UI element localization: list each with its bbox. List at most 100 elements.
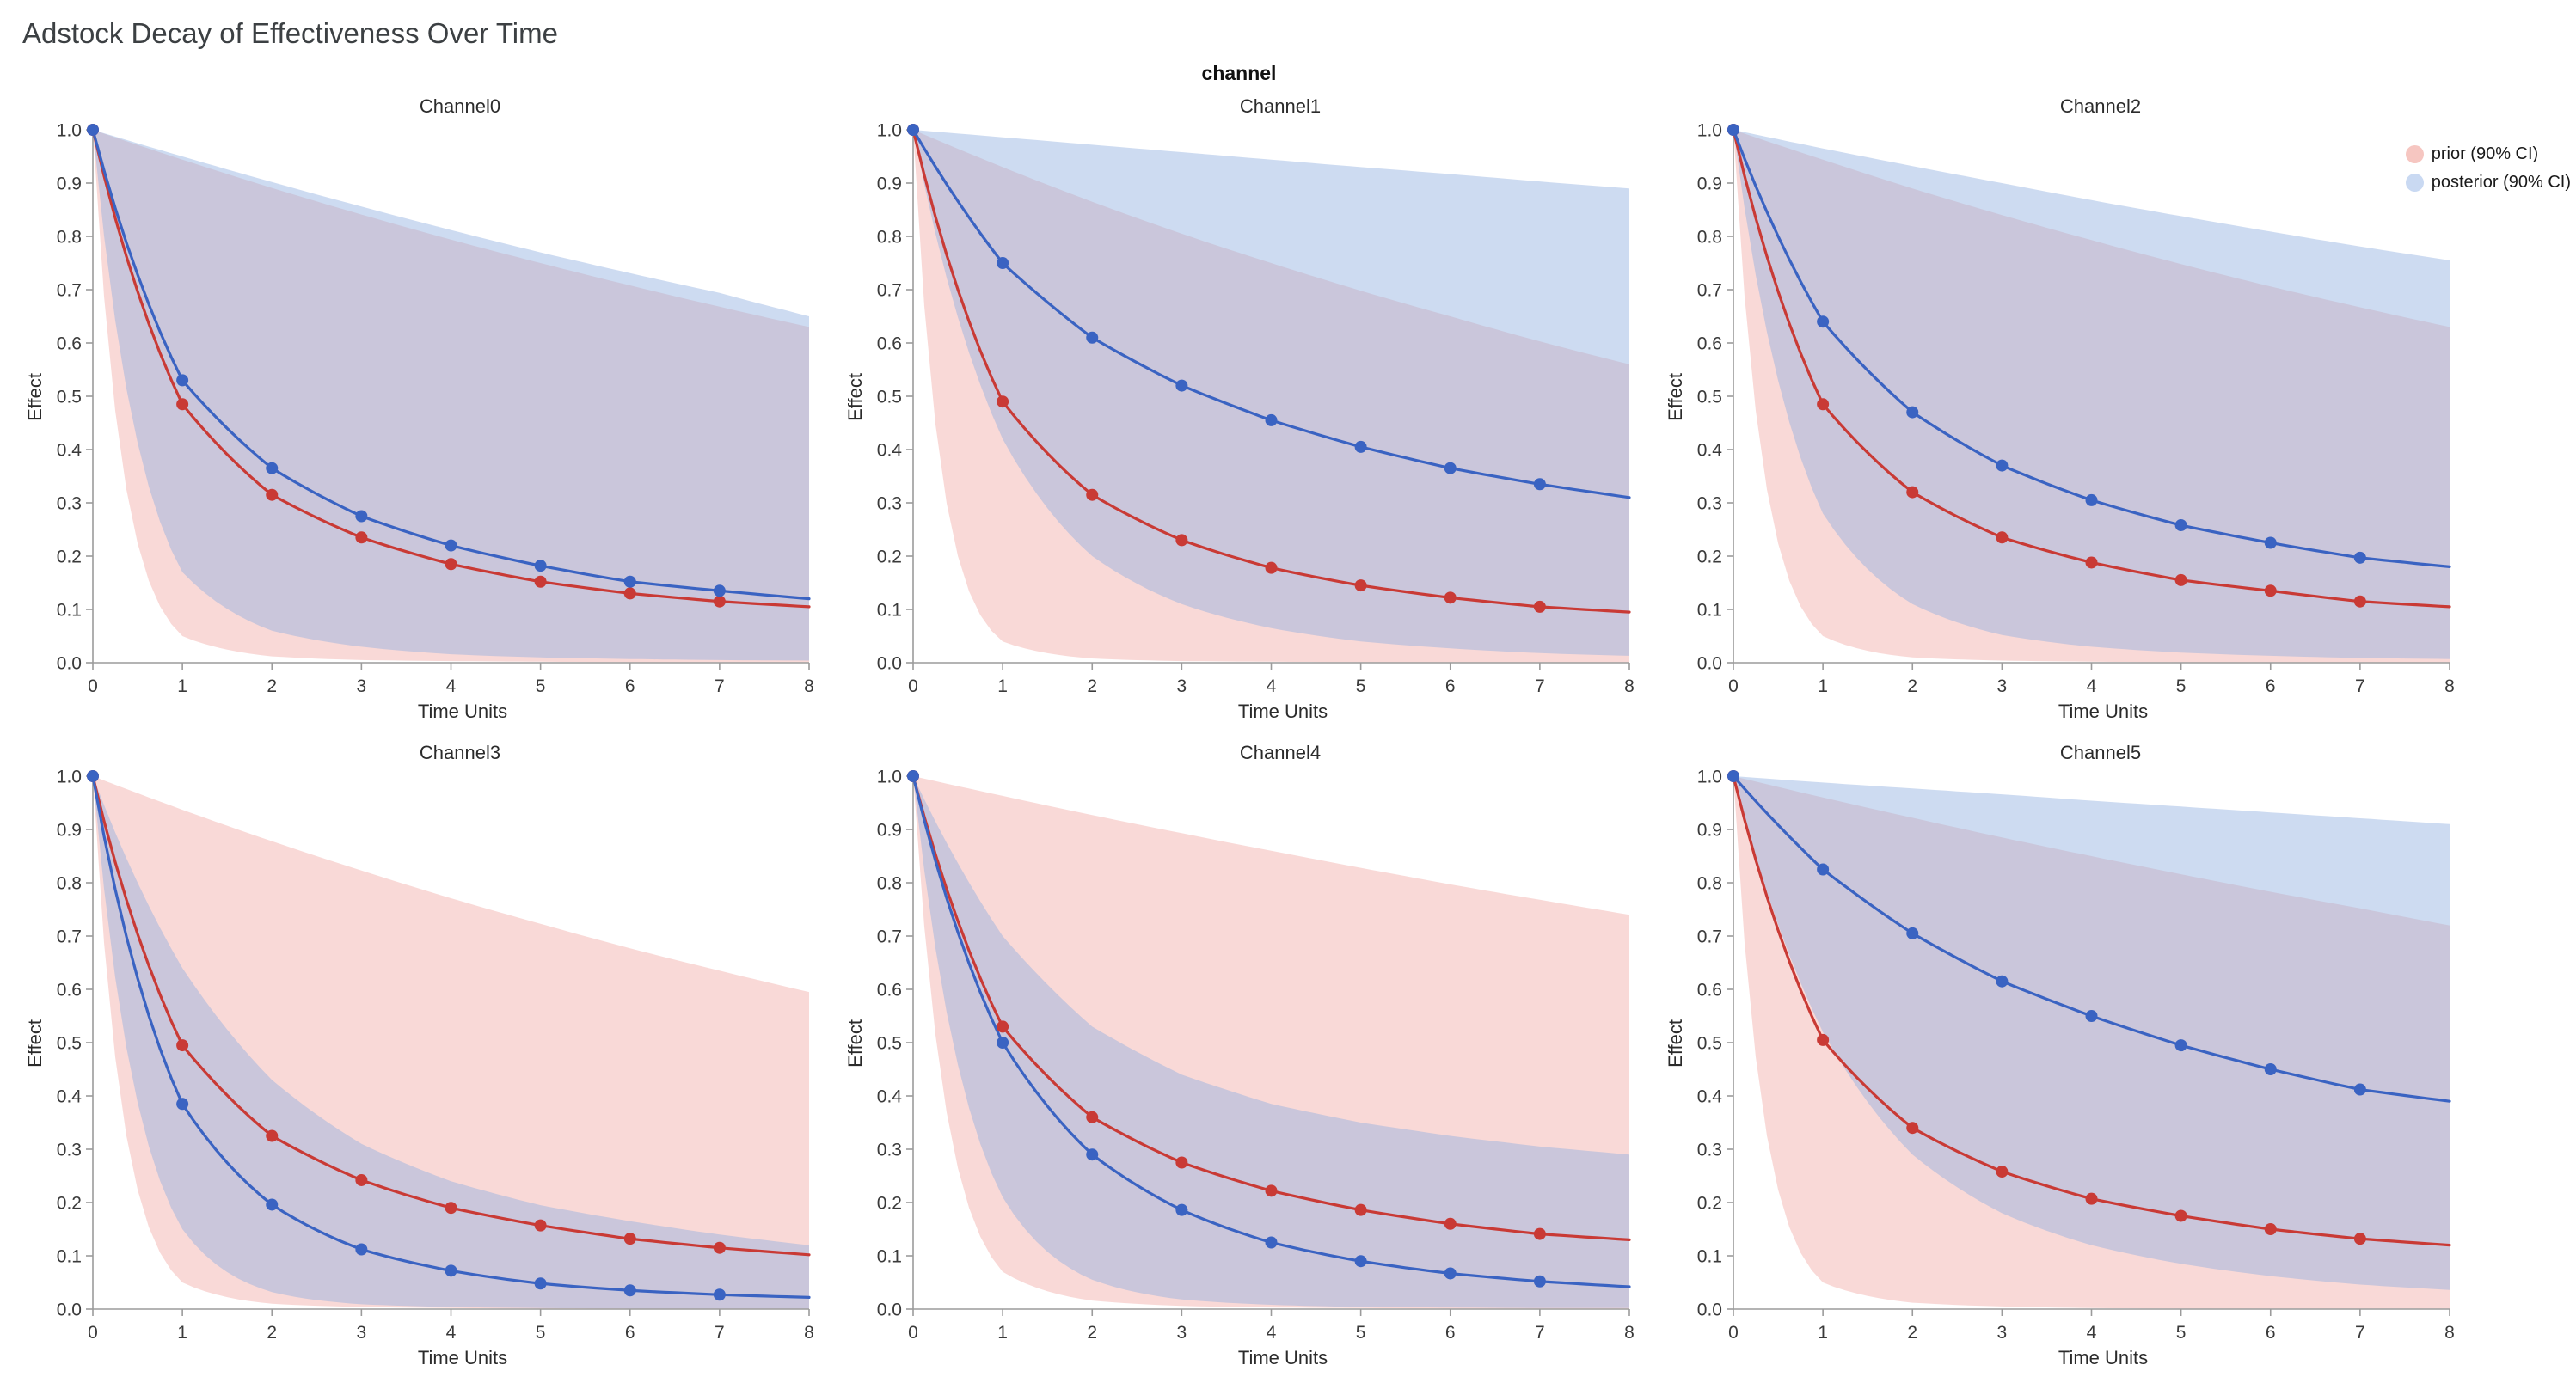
y-tick-label: 0.2	[1697, 547, 1722, 566]
posterior-marker	[2353, 551, 2366, 564]
prior-marker	[997, 395, 1009, 408]
x-tick-label: 7	[715, 1323, 725, 1343]
prior-marker	[1444, 1217, 1457, 1230]
prior-marker	[266, 1129, 279, 1142]
x-tick-label: 4	[446, 1323, 457, 1343]
x-tick-label: 7	[2355, 1323, 2365, 1343]
x-tick-label: 5	[1356, 676, 1366, 696]
x-axis-label: Time Units	[417, 1347, 508, 1368]
prior-marker	[1996, 531, 2009, 544]
x-tick-label: 3	[1997, 1323, 2008, 1343]
y-tick-label: 0.2	[877, 547, 902, 566]
y-tick-label: 0.6	[877, 334, 902, 353]
posterior-marker	[176, 1098, 189, 1111]
prior-marker	[445, 1202, 457, 1215]
prior-marker	[355, 531, 368, 544]
prior-marker	[2353, 1233, 2366, 1245]
prior-marker	[1906, 1122, 1919, 1135]
y-axis-label: Effect	[1665, 1019, 1686, 1068]
y-tick-label: 0.2	[57, 547, 82, 566]
x-tick-label: 1	[997, 1323, 1008, 1343]
x-tick-label: 7	[2355, 676, 2365, 696]
posterior-marker	[2174, 1039, 2187, 1052]
subplot-channel0: Channel0 Effect 0.0 0.1 0.2 0.3 0.4 0.5 0.6 0.7…	[22, 94, 837, 726]
y-tick-label: 1.0	[877, 767, 902, 786]
prior-marker	[2264, 1223, 2277, 1235]
x-tick-label: 5	[536, 1323, 546, 1343]
x-tick-label: 0	[1728, 1323, 1739, 1343]
x-tick-label: 3	[1177, 676, 1187, 696]
x-tick-label: 1	[177, 1323, 187, 1343]
x-tick-label: 3	[357, 676, 367, 696]
prior-marker	[1817, 398, 1830, 411]
x-tick-label: 2	[267, 676, 277, 696]
y-tick-label: 0.7	[877, 927, 902, 946]
x-tick-label: 3	[1997, 676, 2008, 696]
prior-marker	[1533, 600, 1546, 613]
posterior-marker	[2174, 519, 2187, 532]
prior-marker	[445, 558, 457, 571]
x-tick-label: 0	[88, 1323, 98, 1343]
y-tick-label: 1.0	[57, 120, 82, 140]
x-tick-label: 6	[625, 1323, 635, 1343]
posterior-marker	[445, 539, 457, 552]
x-tick-label: 6	[625, 676, 635, 696]
y-tick-label: 0.9	[1697, 174, 1722, 193]
subplot-title: Channel2	[2059, 95, 2142, 117]
prior-marker	[623, 587, 636, 600]
y-tick-label: 0.7	[57, 927, 82, 946]
x-tick-label: 4	[1267, 676, 1277, 696]
x-tick-label: 4	[446, 676, 457, 696]
x-axis-label: Time Units	[2058, 1347, 2149, 1368]
prior-marker	[2085, 1192, 2098, 1205]
posterior-marker	[1533, 1275, 1546, 1288]
prior-ci-band	[913, 130, 1629, 663]
posterior-marker	[2264, 1063, 2277, 1075]
x-tick-label: 6	[1445, 1323, 1456, 1343]
posterior-marker	[623, 575, 636, 588]
legend: prior (90% CI) posterior (90% CI)	[2405, 144, 2571, 193]
posterior-marker	[534, 1277, 547, 1290]
prior-ci-band	[93, 776, 809, 1309]
y-tick-label: 0.2	[877, 1193, 902, 1213]
posterior-marker	[1817, 315, 1830, 328]
x-tick-label: 7	[1535, 1323, 1545, 1343]
plot-canvas-channel5: 0.0 0.1 0.2 0.3 0.4 0.5 0.6 0.7 0.8 0.9 1.0 0 1 2 3 4 5 6…	[1697, 767, 2455, 1343]
posterior-ci-band	[913, 130, 1629, 656]
posterior-marker	[176, 374, 189, 387]
plot-canvas-channel2: 0.0 0.1 0.2 0.3 0.4 0.5 0.6 0.7 0.8 0.9 1.0 0 1 2 3 4 5 6…	[1697, 120, 2455, 696]
y-tick-label: 0.2	[1697, 1193, 1722, 1213]
figure-channel-label: channel	[1201, 62, 1277, 84]
x-tick-label: 1	[1818, 676, 1828, 696]
subplot-title: Channel3	[419, 742, 501, 763]
x-axis-label: Time Units	[417, 701, 508, 722]
prior-marker	[2264, 584, 2277, 597]
x-tick-label: 0	[908, 1323, 918, 1343]
y-tick-label: 0.0	[1697, 1300, 1722, 1319]
subplot-title: Channel4	[1239, 742, 1322, 763]
x-tick-label: 7	[1535, 676, 1545, 696]
prior-marker	[534, 1219, 547, 1232]
x-tick-label: 1	[177, 676, 187, 696]
y-tick-label: 0.3	[57, 1140, 82, 1160]
y-tick-label: 0.1	[877, 1246, 902, 1266]
x-tick-label: 2	[1907, 676, 1917, 696]
x-tick-label: 2	[1087, 1323, 1097, 1343]
prior-marker	[1444, 591, 1457, 604]
subplot-grid: Channel0 Effect 0.0 0.1 0.2 0.3 0.4 0.5 0.6 0.7…	[22, 94, 2576, 1373]
prior-marker	[266, 488, 279, 501]
y-tick-label: 0.7	[1697, 927, 1722, 946]
y-tick-label: 0.9	[1697, 820, 1722, 840]
prior-marker	[1906, 486, 1919, 499]
x-tick-label: 1	[1818, 1323, 1828, 1343]
subplot-title: Channel5	[2059, 742, 2142, 763]
subplot-channel3: Channel3 Effect 0.0 0.1 0.2 0.3 0.4 0.5 0.6 0.7…	[22, 740, 837, 1373]
page-title: Adstock Decay of Effectiveness Over Time	[22, 17, 558, 49]
y-tick-label: 0.3	[877, 1140, 902, 1160]
x-tick-label: 0	[1728, 676, 1739, 696]
posterior-marker	[1996, 975, 2009, 988]
y-tick-label: 0.4	[57, 1086, 83, 1106]
posterior-marker	[1996, 459, 2009, 472]
y-tick-label: 0.1	[877, 600, 902, 620]
posterior-ci-band	[93, 776, 809, 1309]
